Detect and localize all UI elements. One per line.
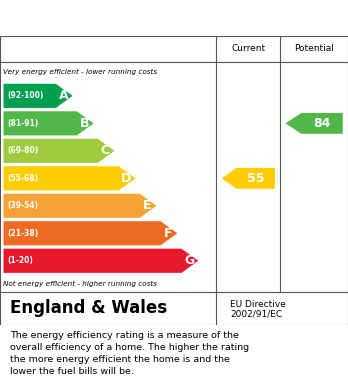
Polygon shape bbox=[3, 194, 156, 218]
Polygon shape bbox=[3, 221, 177, 246]
Text: Current: Current bbox=[231, 44, 266, 53]
Text: A: A bbox=[58, 90, 68, 102]
Text: (55-68): (55-68) bbox=[8, 174, 39, 183]
Text: (81-91): (81-91) bbox=[8, 119, 39, 128]
Polygon shape bbox=[285, 113, 343, 134]
Text: G: G bbox=[184, 254, 194, 267]
Text: (1-20): (1-20) bbox=[8, 256, 33, 265]
Text: EU Directive: EU Directive bbox=[230, 300, 286, 309]
Polygon shape bbox=[222, 168, 275, 189]
Text: (21-38): (21-38) bbox=[8, 229, 39, 238]
Text: 2002/91/EC: 2002/91/EC bbox=[230, 310, 283, 319]
Text: England & Wales: England & Wales bbox=[10, 300, 168, 317]
Text: Not energy efficient - higher running costs: Not energy efficient - higher running co… bbox=[3, 280, 158, 287]
Polygon shape bbox=[3, 249, 198, 273]
Text: E: E bbox=[143, 199, 151, 212]
Text: 84: 84 bbox=[314, 117, 331, 130]
Text: (39-54): (39-54) bbox=[8, 201, 39, 210]
Text: F: F bbox=[164, 227, 172, 240]
Text: Potential: Potential bbox=[294, 44, 334, 53]
Text: (69-80): (69-80) bbox=[8, 146, 39, 155]
Polygon shape bbox=[3, 166, 135, 190]
Text: B: B bbox=[80, 117, 89, 130]
Polygon shape bbox=[3, 84, 73, 108]
Text: C: C bbox=[101, 144, 110, 157]
Text: The energy efficiency rating is a measure of the
overall efficiency of a home. T: The energy efficiency rating is a measur… bbox=[10, 331, 250, 376]
Polygon shape bbox=[3, 111, 94, 135]
Polygon shape bbox=[3, 139, 114, 163]
Text: D: D bbox=[121, 172, 131, 185]
Text: Energy Efficiency Rating: Energy Efficiency Rating bbox=[10, 11, 213, 25]
Text: (92-100): (92-100) bbox=[8, 91, 44, 100]
Text: Very energy efficient - lower running costs: Very energy efficient - lower running co… bbox=[3, 69, 158, 75]
Text: 55: 55 bbox=[247, 172, 264, 185]
